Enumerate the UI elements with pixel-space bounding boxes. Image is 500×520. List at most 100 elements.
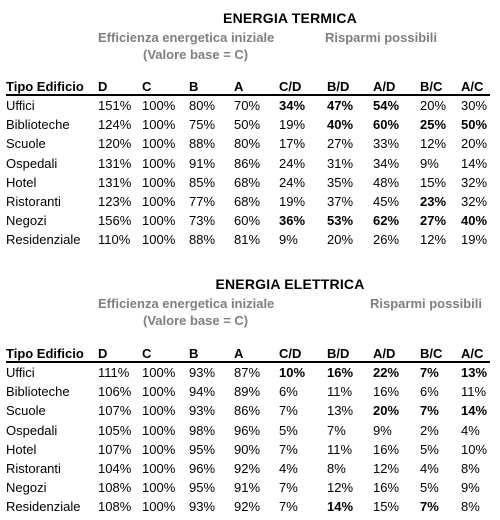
building-type: Biblioteche bbox=[6, 117, 70, 133]
table-cell: 16% bbox=[373, 384, 400, 400]
table-row: Scuole 107% 100% 93% 86% 7% 13% 20% 7% 14% bbox=[6, 403, 496, 421]
table-row: Hotel 107% 100% 95% 90% 7% 11% 16% 5% 10% bbox=[6, 442, 496, 460]
table-cell: 108% bbox=[98, 480, 132, 496]
table-cell: 123% bbox=[98, 194, 132, 209]
table-cell: 5% bbox=[420, 480, 439, 496]
table-cell: 7% bbox=[420, 365, 439, 380]
table-cell: 31% bbox=[327, 155, 354, 171]
table-cell: 4% bbox=[420, 461, 439, 476]
table-cell: 6% bbox=[279, 384, 298, 400]
column-header: C bbox=[142, 79, 152, 94]
table-cell: 37% bbox=[327, 194, 354, 209]
building-type: Negozi bbox=[6, 480, 47, 496]
table-cell: 100% bbox=[142, 461, 176, 476]
table-header-row: Tipo Edificio D C B A C/D B/D A/D B/C A/C bbox=[6, 346, 496, 364]
table-cell: 32% bbox=[461, 174, 488, 190]
table-cell: 100% bbox=[142, 194, 176, 209]
table-cell: 92% bbox=[234, 461, 261, 476]
table-cell: 9% bbox=[373, 422, 392, 438]
table-cell: 5% bbox=[420, 441, 439, 457]
table-cell: 68% bbox=[234, 174, 261, 190]
table-cell: 86% bbox=[234, 155, 261, 171]
table-cell: 86% bbox=[234, 403, 261, 419]
table-row: Ristoranti 123% 100% 77% 68% 19% 37% 45% 23% 32% bbox=[6, 194, 496, 212]
table-cell: 9% bbox=[279, 232, 298, 248]
base-label: (Valore base = C) bbox=[143, 47, 249, 62]
table-cell: 14% bbox=[461, 155, 488, 171]
table-cell: 106% bbox=[98, 384, 132, 400]
table-cell: 40% bbox=[461, 213, 488, 229]
table-row: Negozi 156% 100% 73% 60% 36% 53% 62% 27% 40% bbox=[6, 213, 496, 231]
table-cell: 11% bbox=[461, 384, 487, 400]
table-cell: 14% bbox=[327, 499, 354, 515]
table-cell: 27% bbox=[327, 136, 354, 152]
table-cell: 131% bbox=[98, 174, 132, 190]
base-label: (Valore base = C) bbox=[143, 313, 249, 328]
table-cell: 107% bbox=[98, 403, 132, 419]
table-cell: 2% bbox=[420, 422, 439, 438]
table-cell: 108% bbox=[98, 499, 132, 515]
table-cell: 45% bbox=[373, 194, 400, 209]
table-row: Biblioteche 124% 100% 75% 50% 19% 40% 60% 25% 50% bbox=[6, 117, 496, 135]
table-cell: 20% bbox=[461, 136, 488, 152]
table-cell: 156% bbox=[98, 213, 132, 229]
table-cell: 124% bbox=[98, 117, 132, 133]
building-type: Scuole bbox=[6, 403, 46, 419]
building-type: Uffici bbox=[6, 98, 35, 113]
table-cell: 19% bbox=[279, 194, 306, 209]
column-header: A/D bbox=[373, 346, 396, 361]
table-header-row: Tipo Edificio D C B A C/D B/D A/D B/C A/C bbox=[6, 79, 496, 97]
table-cell: 15% bbox=[373, 499, 400, 515]
table-cell: 111% bbox=[98, 365, 130, 380]
savings-label: Risparmi possibili bbox=[370, 296, 482, 311]
table-cell: 7% bbox=[420, 499, 439, 515]
table-cell: 151% bbox=[98, 98, 132, 113]
table-cell: 24% bbox=[279, 155, 306, 171]
table-cell: 98% bbox=[189, 422, 216, 438]
table-cell: 35% bbox=[327, 174, 354, 190]
table-cell: 19% bbox=[461, 232, 488, 248]
table-cell: 27% bbox=[420, 213, 447, 229]
table-cell: 100% bbox=[142, 213, 176, 229]
table-cell: 96% bbox=[189, 461, 216, 476]
table-cell: 22% bbox=[373, 365, 400, 380]
table-cell: 50% bbox=[461, 117, 488, 133]
table-cell: 26% bbox=[373, 232, 400, 248]
header-rule bbox=[6, 94, 490, 96]
table-cell: 9% bbox=[420, 155, 439, 171]
table-cell: 47% bbox=[327, 98, 354, 113]
section-title: ENERGIA TERMICA bbox=[223, 10, 357, 26]
table-cell: 68% bbox=[234, 194, 261, 209]
building-type: Uffici bbox=[6, 365, 35, 380]
column-header: A/D bbox=[373, 79, 396, 94]
column-header: Tipo Edificio bbox=[6, 346, 84, 361]
table-row: Uffici 111% 100% 93% 87% 10% 16% 22% 7% 13% bbox=[6, 365, 496, 383]
table-cell: 100% bbox=[142, 422, 176, 438]
building-type: Ospedali bbox=[6, 422, 58, 438]
table-cell: 80% bbox=[234, 136, 261, 152]
column-header: A bbox=[234, 79, 244, 94]
column-header: B bbox=[189, 346, 199, 361]
table-cell: 5% bbox=[279, 422, 298, 438]
table-cell: 16% bbox=[373, 441, 400, 457]
table-cell: 60% bbox=[234, 213, 261, 229]
table-cell: 7% bbox=[279, 403, 298, 419]
table-row: Ospedali 105% 100% 98% 96% 5% 7% 9% 2% 4% bbox=[6, 423, 496, 441]
table-cell: 95% bbox=[189, 441, 216, 457]
column-header: C/D bbox=[279, 346, 302, 361]
column-header: D bbox=[98, 79, 108, 94]
table-cell: 60% bbox=[373, 117, 400, 133]
table-cell: 100% bbox=[142, 98, 176, 113]
table-cell: 100% bbox=[142, 174, 176, 190]
table-cell: 7% bbox=[420, 403, 439, 419]
column-header: A/C bbox=[461, 346, 484, 361]
table-cell: 19% bbox=[279, 117, 306, 133]
table-cell: 100% bbox=[142, 155, 176, 171]
table-cell: 50% bbox=[234, 117, 261, 133]
table-cell: 14% bbox=[461, 403, 488, 419]
table-cell: 20% bbox=[327, 232, 354, 248]
table-cell: 88% bbox=[189, 136, 216, 152]
table-cell: 100% bbox=[142, 117, 176, 133]
table-cell: 100% bbox=[142, 136, 176, 152]
table-cell: 90% bbox=[234, 441, 261, 457]
